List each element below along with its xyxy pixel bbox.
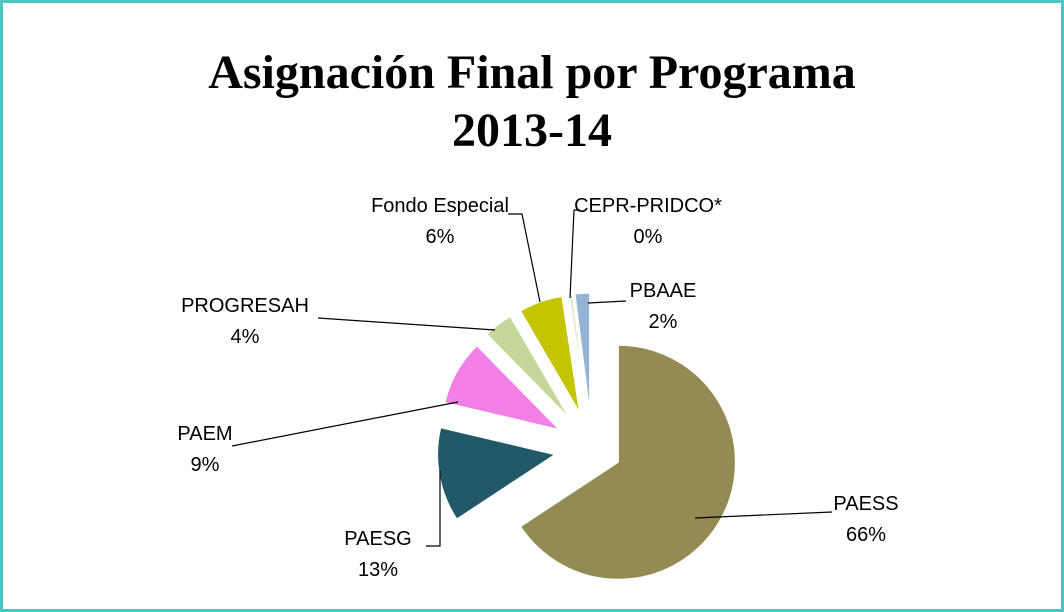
slice-value-label: 66% <box>846 524 886 546</box>
leader-line <box>694 511 833 519</box>
slice-value-label: 9% <box>191 454 220 476</box>
pie-slice <box>444 345 561 431</box>
pie-slice <box>520 295 580 413</box>
leader-line <box>587 300 627 304</box>
slice-value-label: 13% <box>358 559 398 581</box>
slice-label: PAESS <box>833 493 898 515</box>
chart-subtitle: 2013-14 <box>452 104 612 157</box>
pie-slice <box>486 315 570 419</box>
slice-value-label: 4% <box>231 326 260 348</box>
leader-line <box>508 213 541 303</box>
slice-label: Fondo Especial <box>371 195 509 217</box>
slice-label: PROGRESAH <box>181 295 309 317</box>
slice-label: PAESG <box>344 528 411 550</box>
slice-label: CEPR-PRIDCO* <box>574 195 722 217</box>
leader-line <box>317 317 496 331</box>
slice-value-label: 2% <box>649 311 678 333</box>
slice-label: PBAAE <box>630 280 697 302</box>
pie-slice <box>574 292 591 411</box>
slice-label: PAEM <box>177 423 232 445</box>
pie-slice <box>519 344 736 580</box>
leader-line <box>231 401 459 447</box>
chart-title: Asignación Final por Programa <box>208 46 856 99</box>
leader-line <box>426 470 441 547</box>
slice-value-label: 0% <box>634 226 663 248</box>
slice-value-label: 6% <box>426 226 455 248</box>
leader-line <box>569 209 580 299</box>
